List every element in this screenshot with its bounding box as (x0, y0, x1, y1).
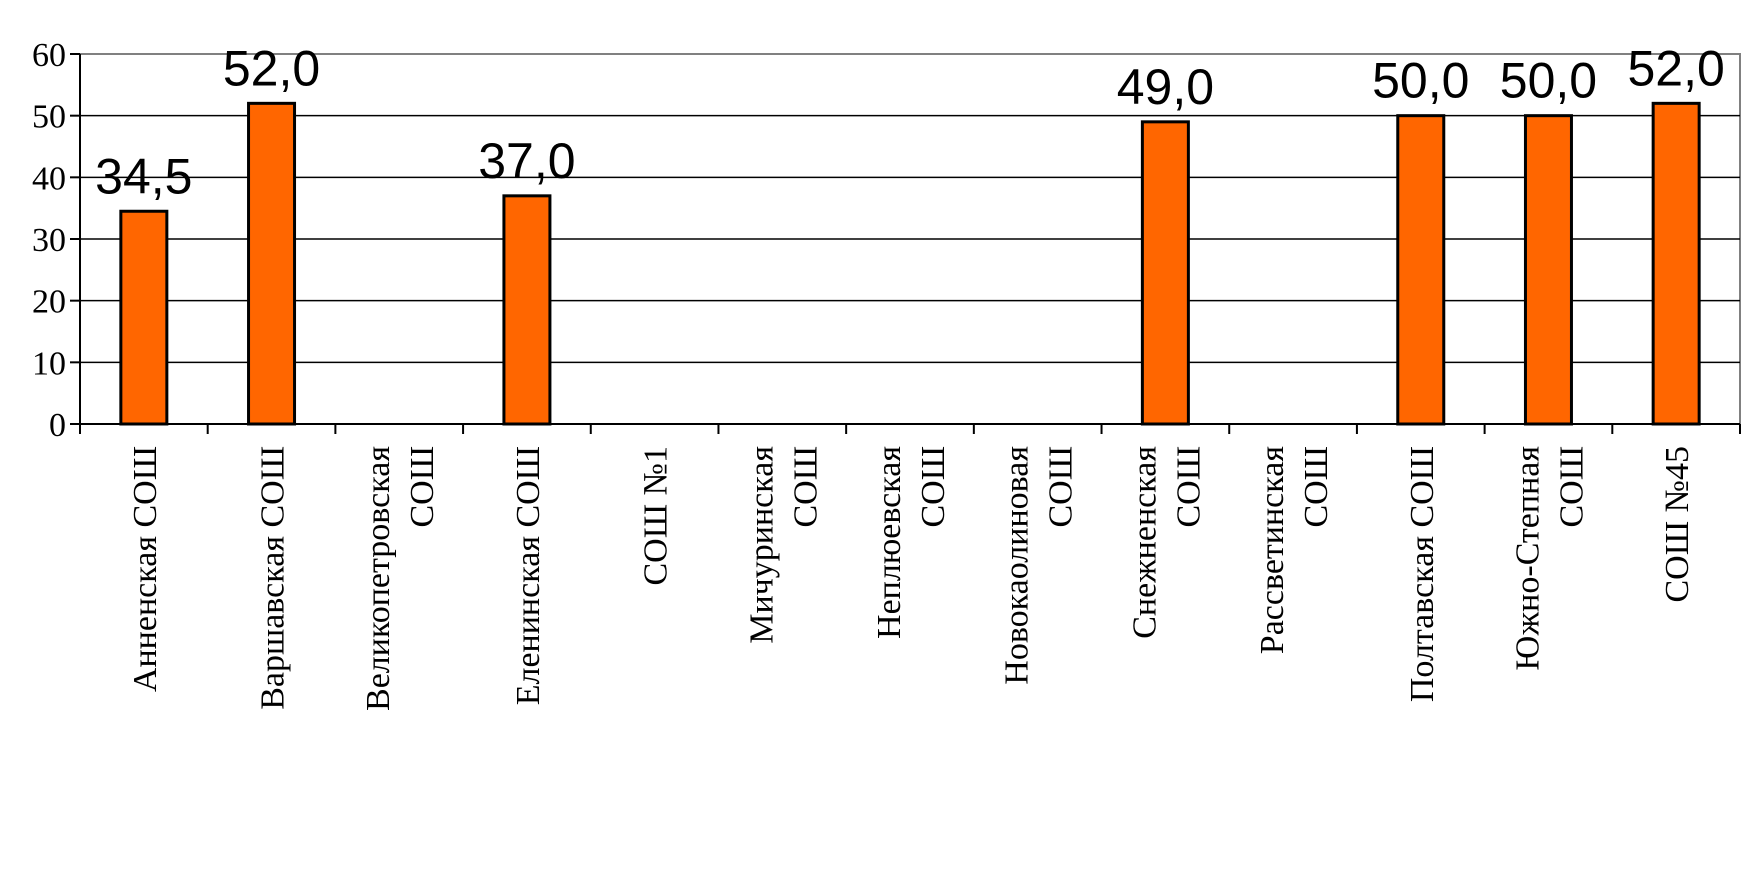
x-category-label: Неплюевская СОШ (871, 446, 952, 639)
x-category-label-line: СОШ (787, 446, 824, 528)
x-category-label-line: Новокаолиновая (999, 446, 1036, 685)
y-tick-label: 0 (49, 407, 66, 444)
x-category-label: Великопетровская СОШ (360, 446, 441, 711)
y-tick-label: 20 (32, 284, 66, 321)
x-category-label-line: СОШ (404, 446, 441, 528)
bar (119, 209, 169, 426)
x-category-label-line: Снежненская (1126, 446, 1163, 639)
bar-value-label: 50,0 (1372, 53, 1469, 109)
x-category-label-line: Южно-Степная (1509, 446, 1546, 671)
x-category-label: Мичуринская СОШ (743, 446, 824, 644)
x-category-label-line: СОШ №45 (1659, 446, 1696, 602)
x-category-label: Рассветинская СОШ (1254, 446, 1335, 655)
x-category-label-line: Великопетровская (360, 446, 397, 711)
x-category-label: СОШ №1 (638, 446, 675, 585)
bar (1651, 101, 1701, 426)
x-category-label: СОШ №45 (1659, 446, 1696, 602)
y-tick-label: 40 (32, 160, 66, 197)
bar (1523, 114, 1573, 426)
y-tick-label: 10 (32, 345, 66, 382)
x-category-label: Еленинская СОШ (510, 446, 547, 705)
bar (1140, 120, 1190, 426)
bar (247, 101, 297, 426)
x-category-label-line: СОШ №1 (638, 446, 675, 585)
x-category-label-line: СОШ (1043, 446, 1080, 528)
x-category-label-line: СОШ (1170, 446, 1207, 528)
bar (1396, 114, 1446, 426)
x-category-label-line: Рассветинская (1254, 446, 1291, 655)
bar (502, 194, 552, 426)
x-category-label: Южно-Степная СОШ (1509, 446, 1590, 671)
x-category-label: Полтавская СОШ (1404, 446, 1441, 702)
x-category-label: Новокаолиновая СОШ (999, 446, 1080, 685)
bar-value-label: 37,0 (478, 133, 575, 189)
bar-value-label: 52,0 (223, 40, 320, 96)
y-tick-label: 50 (32, 99, 66, 136)
bar-value-label: 50,0 (1500, 53, 1597, 109)
bar-value-label: 49,0 (1117, 59, 1214, 115)
y-tick-label: 30 (32, 222, 66, 259)
bar-value-label: 52,0 (1627, 40, 1724, 96)
x-category-label-line: Анненская СОШ (127, 446, 164, 692)
x-category-label: Варшавская СОШ (255, 446, 292, 710)
x-category-label-line: Варшавская СОШ (255, 446, 292, 710)
x-category-label-line: Мичуринская (743, 446, 780, 644)
x-category-label-line: СОШ (1298, 446, 1335, 528)
x-category-label-line: СОШ (1553, 446, 1590, 528)
x-category-label-line: Полтавская СОШ (1404, 446, 1441, 702)
x-category-label: Анненская СОШ (127, 446, 164, 692)
x-category-label-line: Еленинская СОШ (510, 446, 547, 705)
x-category-label-line: Неплюевская (871, 446, 908, 639)
x-category-label: Снежненская СОШ (1126, 446, 1207, 639)
x-category-label-line: СОШ (915, 446, 952, 528)
bar-value-label: 34,5 (95, 148, 192, 204)
y-tick-label: 60 (32, 37, 66, 74)
